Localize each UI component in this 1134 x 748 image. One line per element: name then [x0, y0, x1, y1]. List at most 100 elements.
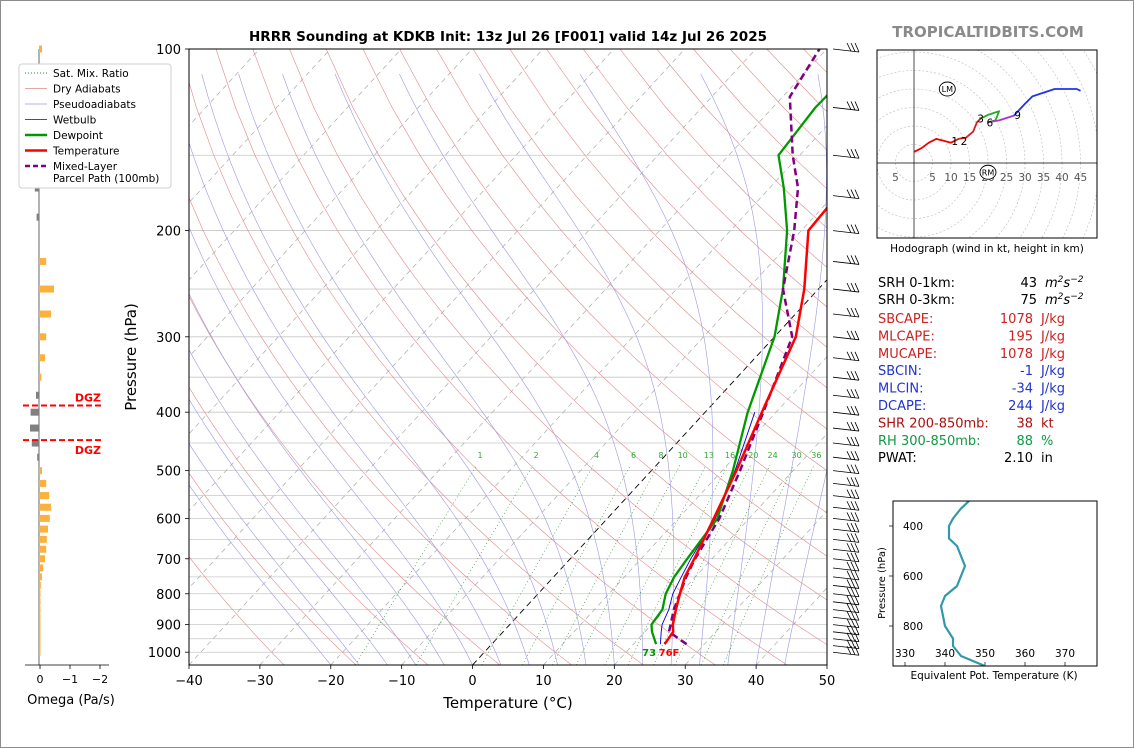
- theta-e-ylabel: Pressure (hPa): [877, 547, 888, 619]
- wind-barb: [832, 42, 860, 53]
- dry-adiabat: [546, 49, 827, 348]
- stat-label: SRH 0-1km:: [878, 276, 955, 291]
- storm-motion-marker: LM: [938, 81, 956, 97]
- stat-row: MLCAPE: 195 J/kg: [878, 329, 1065, 344]
- pseudoadiabat: [700, 73, 763, 665]
- pseudoadiabat: [399, 73, 643, 665]
- wind-barb: [832, 224, 860, 234]
- omega-bar: [39, 573, 42, 581]
- y-tick-label: 400: [156, 406, 181, 421]
- stat-label: RH 300-850mb:: [878, 434, 981, 449]
- stat-label: SBCIN:: [878, 364, 922, 379]
- legend-item: Pseudoadiabats: [25, 99, 136, 111]
- chart-title: HRRR Sounding at KDKB Init: 13z Jul 26 […: [249, 29, 767, 45]
- pseudoadiabat: [579, 73, 714, 665]
- theta-e-x-tick-label: 360: [1015, 648, 1035, 660]
- stat-row: RH 300-850mb: 88%: [878, 434, 1053, 449]
- dry-adiabat: [252, 49, 788, 665]
- x-tick-label: −10: [388, 674, 415, 689]
- wind-barb: [832, 522, 860, 533]
- dry-adiabat: [472, 49, 827, 430]
- pseudoadiabat: [189, 398, 388, 665]
- theta-e-y-tick-label: 400: [903, 521, 923, 533]
- dry-adiabat: [436, 49, 827, 472]
- omega-bar: [39, 373, 42, 381]
- surface-dewpoint-label: 73: [642, 648, 656, 659]
- stat-row: SHR 200-850mb: 38 kt: [878, 416, 1054, 431]
- omega-bar: [39, 545, 47, 553]
- stat-label: SHR 200-850mb:: [878, 416, 989, 431]
- stat-value: -1: [1020, 364, 1033, 379]
- hodograph-trace: [987, 114, 1015, 124]
- skewt-frame: [188, 48, 828, 666]
- hodograph-ring-label: 45: [1074, 172, 1087, 184]
- wind-barb: [832, 149, 860, 159]
- x-tick-label: 50: [819, 674, 836, 689]
- hodograph-panel: 55101520253035404512369LMRM: [692, 1, 1133, 385]
- hodograph-ring: [692, 1, 1133, 385]
- hodograph-height-label: 9: [1014, 110, 1021, 122]
- legend-label: Dry Adiabats: [53, 84, 121, 96]
- wind-barb: [832, 282, 860, 293]
- omega-bar: [39, 613, 41, 621]
- dry-adiabat: [582, 49, 827, 308]
- stat-value: 244: [1008, 399, 1033, 414]
- omega-bar: [39, 479, 47, 487]
- wind-barb: [832, 561, 860, 572]
- omega-bar: [39, 525, 48, 533]
- stat-unit: in: [1041, 451, 1053, 466]
- stat-label: MLCIN:: [878, 382, 923, 397]
- surface-temp-label: 76F: [659, 648, 680, 659]
- isotherm-line: [259, 49, 827, 665]
- profile-dewpoint: [650, 94, 827, 645]
- isotherm-line: [189, 49, 544, 435]
- legend-item: Dewpoint: [25, 130, 103, 142]
- theta-e-frame: [892, 500, 1098, 667]
- omega-bar: [39, 606, 41, 614]
- pseudoadiabat: [755, 73, 827, 665]
- svg-text:RM: RM: [982, 168, 995, 177]
- isotherm-line: [684, 510, 827, 665]
- omega-bar: [39, 590, 41, 598]
- omega-bar: [36, 213, 39, 221]
- theta-e-x-tick-label: 330: [895, 648, 915, 660]
- hodograph-frame: [876, 49, 1098, 239]
- mixing-ratio-label: 36: [811, 451, 821, 460]
- wind-barb: [832, 436, 860, 447]
- legend-label: Sat. Mix. Ratio: [53, 68, 129, 80]
- stat-label: SBCAPE:: [878, 312, 933, 327]
- x-tick-label: 30: [677, 674, 694, 689]
- x-tick-label: −30: [246, 674, 273, 689]
- stat-value: 88: [1016, 434, 1033, 449]
- dry-adiabat: [509, 49, 827, 389]
- mixing-ratio-label: 30: [792, 451, 802, 460]
- pseudoadiabat: [189, 443, 360, 665]
- dry-adiabat: [189, 197, 572, 665]
- theta-e-x-tick-label: 340: [935, 648, 955, 660]
- pseudoadiabat: [189, 226, 473, 665]
- stats-panel: SRH 0-1km: 43 m2s−2 SRH 0-3km: 75 m2s−2 SBCAPE…: [878, 275, 1084, 466]
- y-tick-label: 700: [156, 553, 181, 568]
- pseudoadiabat: [189, 141, 502, 665]
- wind-barb: [832, 477, 860, 487]
- stat-label: PWAT:: [878, 451, 917, 466]
- omega-bar: [39, 648, 41, 656]
- wind-barb: [832, 330, 860, 341]
- pseudoadiabat: [189, 349, 417, 665]
- omega-tick-label: 0: [37, 673, 44, 686]
- mixing-ratio-label: 16: [725, 451, 735, 460]
- omega-xlabel: Omega (Pa/s): [27, 693, 115, 708]
- wind-barb: [832, 611, 860, 621]
- omega-bar: [39, 310, 51, 318]
- stat-label: MUCAPE:: [878, 347, 937, 362]
- omega-bar: [39, 467, 42, 475]
- isotherm-line: [189, 49, 615, 512]
- theta-e-xlabel: Equivalent Pot. Temperature (K): [910, 670, 1077, 682]
- stat-unit: J/kg: [1040, 364, 1065, 379]
- omega-bar: [39, 45, 42, 53]
- theta-e-plot: [939, 501, 986, 666]
- stat-label: SRH 0-3km:: [878, 293, 955, 308]
- skewt-profiles: [650, 49, 827, 646]
- dry-adiabat: [362, 49, 827, 557]
